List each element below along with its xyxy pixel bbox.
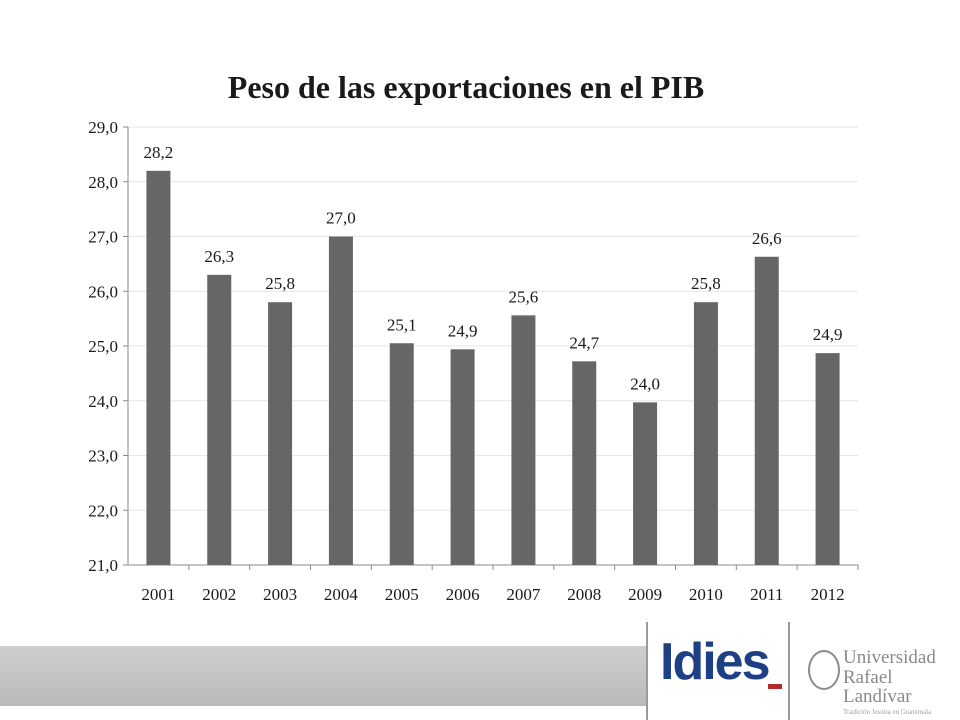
data-label-2002: 26,3 xyxy=(204,247,234,266)
university-tagline: Tradición Jesuita en Guatemala xyxy=(843,708,932,716)
data-label-2003: 25,8 xyxy=(265,274,295,293)
x-tick-label: 2004 xyxy=(324,585,359,604)
idies-logo: Idies xyxy=(660,633,770,691)
data-label-2007: 25,6 xyxy=(509,287,539,306)
bar-2006 xyxy=(450,349,475,565)
y-tick-label: 25,0 xyxy=(88,337,118,356)
y-tick-label: 29,0 xyxy=(88,118,118,137)
data-label-2005: 25,1 xyxy=(387,315,417,334)
bar-2008 xyxy=(572,361,597,565)
bar-2001 xyxy=(146,170,171,566)
y-axis-ticks: 21,0 22,0 23,0 24,0 25,0 26,0 27,0 28,0 29,0 xyxy=(88,118,128,575)
y-tick-label: 27,0 xyxy=(88,228,118,247)
chart-title: Peso de las exportaciones en el PIB xyxy=(228,69,704,105)
x-tick-label: 2010 xyxy=(689,585,723,604)
idies-logo-accent xyxy=(768,684,782,689)
bars xyxy=(146,170,840,566)
data-label-2012: 24,9 xyxy=(813,325,843,344)
y-tick-label: 26,0 xyxy=(88,282,118,301)
data-labels: 28,2 26,3 25,8 27,0 25,1 24,9 25,6 24,7 24,0 25,8… xyxy=(144,143,843,394)
university-name-line1: Universidad xyxy=(843,647,936,668)
bar-2010 xyxy=(693,302,718,565)
x-tick-label: 2005 xyxy=(385,585,419,604)
bar-2011 xyxy=(754,256,779,565)
gridlines xyxy=(128,126,858,511)
bar-2002 xyxy=(207,274,232,565)
footer-divider xyxy=(788,622,790,720)
x-tick-label: 2002 xyxy=(202,585,236,604)
university-logo: Universidad Rafael Landívar Tradición Je… xyxy=(843,648,960,716)
y-tick-label: 28,0 xyxy=(88,173,118,192)
x-tick-label: 2007 xyxy=(506,585,541,604)
logo-area xyxy=(648,622,960,720)
data-label-2008: 24,7 xyxy=(569,333,599,352)
data-label-2006: 24,9 xyxy=(448,321,478,340)
x-tick-label: 2003 xyxy=(263,585,297,604)
x-tick-label: 2009 xyxy=(628,585,662,604)
x-axis-ticks: 2001 2002 2003 2004 2005 2006 2007 2008 2009 2010… xyxy=(141,565,859,604)
data-label-2004: 27,0 xyxy=(326,209,356,228)
x-tick-label: 2011 xyxy=(750,585,783,604)
data-label-2001: 28,2 xyxy=(144,143,174,162)
bar-2012 xyxy=(815,353,840,565)
x-tick-label: 2006 xyxy=(446,585,480,604)
university-seal-icon xyxy=(808,650,840,690)
university-name-line2: Rafael Landívar xyxy=(843,667,912,707)
y-tick-label: 23,0 xyxy=(88,447,118,466)
data-label-2011: 26,6 xyxy=(752,229,782,248)
y-tick-label: 24,0 xyxy=(88,392,118,411)
bar-2003 xyxy=(268,302,293,565)
bar-chart: Peso de las exportaciones en el PIB 28,2… xyxy=(88,69,859,604)
bar-2007 xyxy=(511,315,536,565)
bar-2004 xyxy=(328,236,353,565)
footer-divider xyxy=(646,622,648,720)
bar-2009 xyxy=(633,402,658,565)
y-tick-label: 22,0 xyxy=(88,501,118,520)
x-tick-label: 2012 xyxy=(811,585,845,604)
data-label-2009: 24,0 xyxy=(630,374,660,393)
y-tick-label: 21,0 xyxy=(88,556,118,575)
bar-2005 xyxy=(389,343,414,565)
x-tick-label: 2001 xyxy=(141,585,175,604)
data-label-2010: 25,8 xyxy=(691,274,721,293)
x-tick-label: 2008 xyxy=(567,585,601,604)
